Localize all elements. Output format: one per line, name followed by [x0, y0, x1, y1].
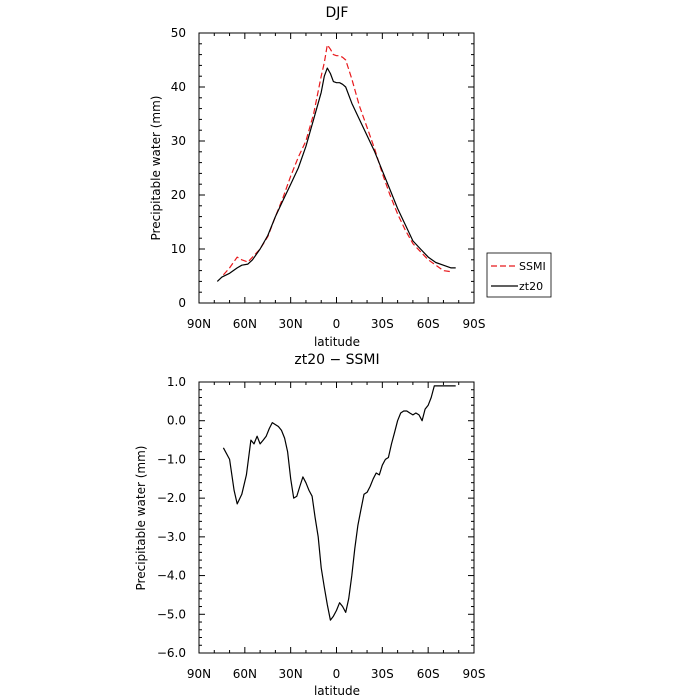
bottom-series-lines [222, 385, 456, 621]
bottom-y-tick-label: −1.0 [157, 452, 186, 466]
top-y-tick-label: 10 [171, 242, 186, 256]
top-x-tick-label: 60N [233, 317, 257, 331]
top-panel: DJF 90N 60N 30N 0 30S 60S 90S 0 10 20 30… [149, 5, 552, 349]
legend-box [486, 252, 552, 298]
top-x-tick-label: 60S [417, 317, 440, 331]
bottom-axis-ticks [198, 381, 475, 654]
bottom-chart-title: zt20 − SSMI [294, 352, 379, 368]
bottom-x-tick-label: 90N [187, 667, 211, 681]
top-chart-title: DJF [326, 5, 349, 21]
top-y-tick-label: 50 [171, 26, 186, 40]
bottom-x-tick-labels: 90N 60N 30N 0 30S 60S 90S [187, 667, 486, 681]
top-axis-ticks [198, 32, 475, 304]
bottom-x-tick-label: 60N [233, 667, 257, 681]
bottom-y-tick-labels: −6.0 −5.0 −4.0 −3.0 −2.0 −1.0 0.0 1.0 [157, 375, 186, 660]
top-y-tick-labels: 0 10 20 30 40 50 [171, 26, 186, 310]
bottom-x-tick-label: 30S [371, 667, 394, 681]
bottom-y-tick-label: −4.0 [157, 569, 186, 583]
top-x-tick-label: 30S [371, 317, 394, 331]
bottom-y-tick-label: −6.0 [157, 646, 186, 660]
top-y-axis-label: Precipitable water (mm) [149, 96, 163, 241]
bottom-y-tick-label: 0.0 [167, 414, 186, 428]
top-y-tick-label: 40 [171, 80, 186, 94]
top-zt20-line [216, 67, 456, 282]
bottom-x-axis-label: latitude [314, 684, 360, 698]
bottom-y-axis-label: Precipitable water (mm) [134, 446, 148, 591]
bottom-x-tick-label: 30N [279, 667, 303, 681]
top-x-tick-label: 30N [279, 317, 303, 331]
top-series-lines [216, 44, 456, 282]
bottom-plot-frame [198, 381, 475, 654]
top-x-axis-label: latitude [314, 335, 360, 349]
bottom-y-tick-label: −3.0 [157, 530, 186, 544]
bottom-x-tick-label: 60S [417, 667, 440, 681]
bottom-y-tick-label: −2.0 [157, 491, 186, 505]
bottom-y-tick-label: −5.0 [157, 607, 186, 621]
top-ssmi-line [222, 44, 452, 276]
top-x-tick-label: 90S [463, 317, 486, 331]
top-y-tick-label: 20 [171, 188, 186, 202]
bottom-series-0-line [222, 385, 456, 621]
bottom-panel: zt20 − SSMI 90N 60N 30N 0 30S 60S 90S −6… [134, 352, 485, 698]
legend: SSMI zt20 [486, 252, 552, 298]
bottom-y-tick-label: 1.0 [167, 375, 186, 389]
legend-label-ssmi: SSMI [519, 260, 546, 273]
top-x-tick-labels: 90N 60N 30N 0 30S 60S 90S [187, 317, 486, 331]
top-x-tick-label: 0 [333, 317, 341, 331]
top-x-tick-label: 90N [187, 317, 211, 331]
top-y-tick-label: 30 [171, 134, 186, 148]
bottom-x-tick-label: 0 [333, 667, 341, 681]
bottom-x-tick-label: 90S [463, 667, 486, 681]
legend-label-zt20: zt20 [519, 280, 543, 293]
top-y-tick-label: 0 [178, 296, 186, 310]
